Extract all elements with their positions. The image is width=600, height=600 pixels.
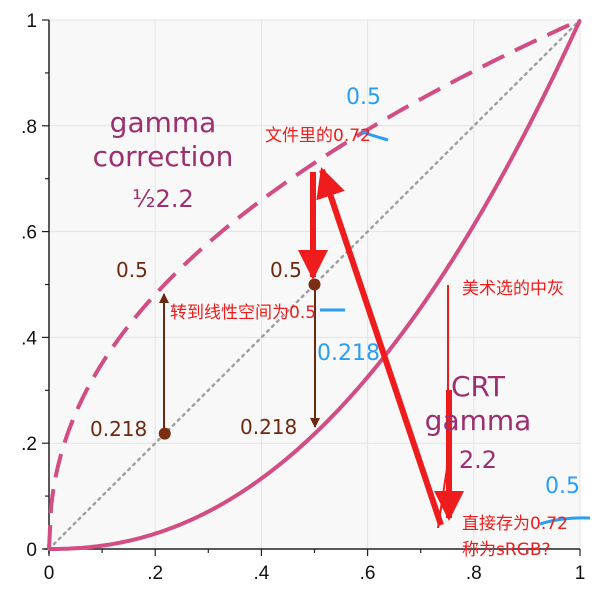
value-0218-mid: 0.218: [240, 415, 297, 439]
gamma-label-line2: correction: [93, 140, 234, 173]
blue-value-05-top: 0.5: [346, 85, 381, 110]
x-tick-label: .4: [253, 563, 269, 584]
y-tick-label: .6: [21, 223, 37, 244]
note-srgb: 称为sRGB?: [462, 540, 551, 560]
blue-value-05-right: 0.5: [545, 474, 580, 499]
x-tick-label: 1: [575, 563, 586, 584]
crt-label-line3: 2.2: [459, 446, 497, 474]
x-tick-label: .6: [360, 563, 376, 584]
gamma-label-line3: ½2.2: [132, 185, 193, 213]
data-point-0218: [158, 427, 171, 440]
crt-gamma-curve: [49, 19, 582, 551]
y-tick-label: .2: [21, 434, 37, 455]
y-tick-label: .4: [21, 328, 37, 349]
x-tick-label: .2: [147, 563, 163, 584]
gamma-label-line1: gamma: [110, 106, 217, 139]
crt-label-line1: CRT: [451, 370, 506, 403]
note-artist-gray: 美术选的中灰: [462, 279, 564, 299]
y-tick-label: 0: [26, 540, 37, 561]
value-0218-left: 0.218: [90, 417, 147, 441]
crt-label-line2: gamma: [425, 404, 532, 437]
value-05-mid: 0.5: [270, 258, 302, 282]
blue-underline-right: [539, 516, 591, 526]
red-thin-line-to-bottom-left: [437, 454, 450, 529]
y-tick-label: 1: [26, 11, 37, 32]
note-file-value: 文件里的0.72: [265, 126, 371, 146]
tick-labels: 0 .2 .4 .6 .8 1 0 .2 .4 .6 .8 1: [21, 11, 585, 584]
data-point-05: [308, 278, 321, 291]
linear-reference-line: [47, 18, 582, 551]
note-linear-space: 转到线性空间为0.5: [170, 303, 316, 323]
x-tick-label: .8: [466, 563, 482, 584]
gamma-correction-curve: [47, 18, 581, 550]
note-direct-store: 直接存为0.72: [462, 514, 568, 534]
x-tick-label: 0: [44, 563, 55, 584]
blue-underline-top: [361, 130, 389, 142]
blue-value-0218: 0.218: [317, 341, 380, 366]
axes: [42, 19, 581, 556]
value-05-left: 0.5: [116, 258, 148, 282]
red-arrow-diagonal-to-curve: [316, 167, 444, 526]
y-tick-label: .8: [21, 117, 37, 138]
